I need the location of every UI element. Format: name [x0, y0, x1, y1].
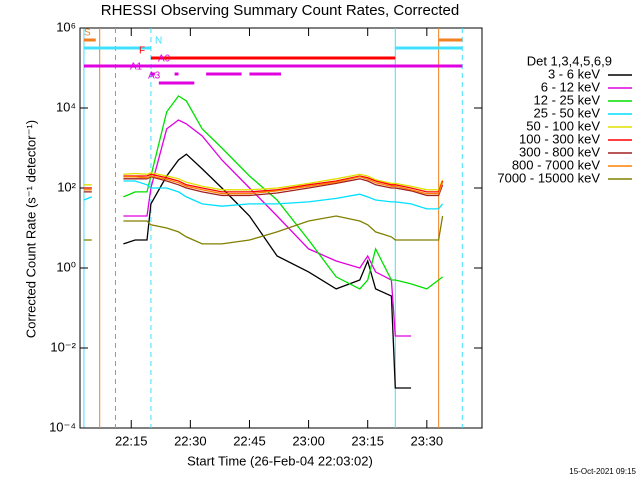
legend-label: 12 - 25 keV [534, 92, 601, 107]
series-line [83, 173, 444, 193]
x-tick-label: 22:45 [233, 433, 266, 448]
series-line [83, 175, 444, 195]
plot-frame [79, 27, 483, 429]
legend-label: 100 - 300 keV [519, 131, 600, 146]
legend-label: 25 - 50 keV [534, 105, 601, 120]
y-tick-label: 10² [57, 179, 76, 194]
x-tick-label: 22:15 [115, 433, 148, 448]
legend-label: 300 - 800 keV [519, 144, 600, 159]
series-line [83, 215, 444, 245]
flag-label: A0 [158, 54, 171, 65]
legend-label: 6 - 12 keV [541, 79, 601, 94]
x-axis-label: Start Time (26-Feb-04 22:03:02) [187, 453, 373, 468]
legend-label: 800 - 7000 keV [512, 157, 601, 172]
flag-label: A1 [130, 62, 143, 73]
footer: 15-Oct-2021 09:15 [569, 467, 636, 476]
x-tick-label: 23:15 [351, 433, 384, 448]
legend-label: 7000 - 15000 keV [497, 170, 600, 185]
legend-label: 3 - 6 keV [548, 66, 600, 81]
x-tick-label: 22:30 [174, 433, 207, 448]
series-line [123, 153, 412, 389]
legend-label: 50 - 100 keV [526, 118, 600, 133]
flag-label: N [155, 36, 162, 47]
series-line [83, 176, 444, 197]
x-tick-label: 23:30 [411, 433, 444, 448]
series-line [83, 172, 444, 191]
chart-title: RHESSI Observing Summary Count Rates, Co… [101, 2, 459, 19]
y-axis-label: Corrected Count Rate (s⁻¹ detector⁻¹) [23, 120, 38, 338]
y-tick-label: 10⁴ [56, 99, 76, 114]
x-tick-label: 23:00 [292, 433, 325, 448]
legend-title: Det 1,3,4,5,6,9 [527, 53, 612, 68]
flag-label: A3 [148, 71, 161, 82]
y-tick-label: 10⁰ [56, 259, 76, 274]
flag-label: S [84, 28, 91, 39]
y-tick-label: 10⁻² [50, 339, 76, 354]
y-tick-label: 10⁻⁴ [49, 419, 76, 434]
flag-label: F [139, 46, 145, 57]
y-tick-label: 10⁶ [56, 19, 76, 34]
series-line [83, 180, 444, 210]
